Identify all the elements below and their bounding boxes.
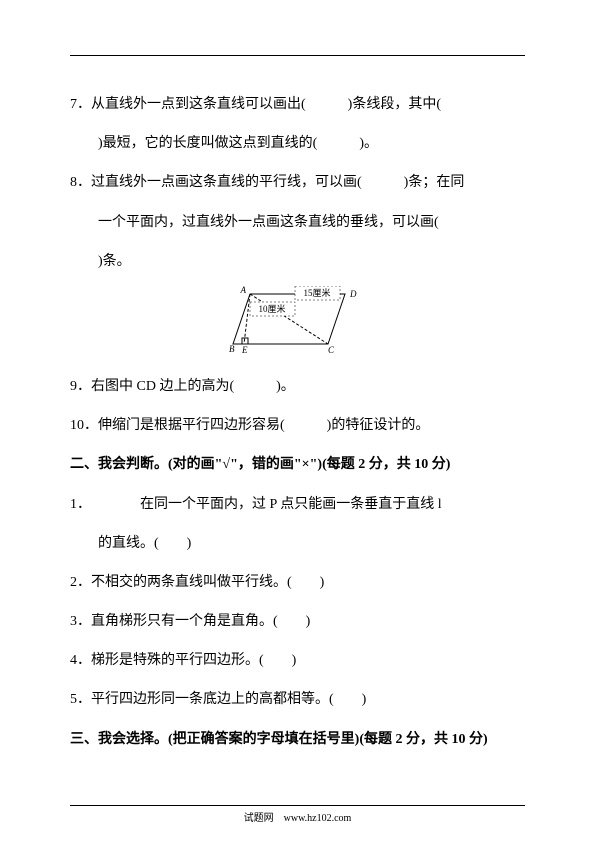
q7-line2: )最短，它的长度叫做这点到直线的( )。 (70, 124, 525, 163)
q7-line1: 7．从直线外一点到这条直线可以画出( )条线段，其中( (70, 85, 525, 124)
q8-line3: )条。 (70, 242, 525, 281)
s2-q5: 5．平行四边形同一条底边上的高都相等。( ) (70, 680, 525, 719)
label-A: A (240, 286, 247, 295)
label-AD-length: 15厘米 (303, 287, 330, 298)
parallelogram-figure: A D B C E 15厘米 10厘米 (70, 286, 525, 362)
label-C: C (328, 345, 335, 355)
s2-q1-line1: 1． 在同一个平面内，过 P 点只能画一条垂直于直线 l (70, 485, 525, 524)
top-rule (70, 55, 525, 56)
section2-title: 二、我会判断。(对的画"√"，错的画"×")(每题 2 分，共 10 分) (70, 445, 525, 484)
label-B: B (229, 344, 235, 354)
document-body: 7．从直线外一点到这条直线可以画出( )条线段，其中( )最短，它的长度叫做这点… (70, 85, 525, 759)
q8-line1: 8．过直线外一点画这条直线的平行线，可以画( )条；在同 (70, 163, 525, 202)
s2-q3: 3．直角梯形只有一个角是直角。( ) (70, 602, 525, 641)
s2-q1-line2: 的直线。( ) (70, 524, 525, 563)
label-D: D (349, 289, 357, 299)
q9: 9．右图中 CD 边上的高为( )。 (70, 367, 525, 406)
label-height: 10厘米 (258, 303, 285, 314)
s2-q2: 2．不相交的两条直线叫做平行线。( ) (70, 563, 525, 602)
label-E: E (241, 345, 248, 355)
q10: 10．伸缩门是根据平行四边形容易( )的特征设计的。 (70, 406, 525, 445)
footer-text: 试题网 www.hz102.com (0, 809, 595, 824)
s2-q4: 4．梯形是特殊的平行四边形。( ) (70, 641, 525, 680)
section3-title: 三、我会选择。(把正确答案的字母填在括号里)(每题 2 分，共 10 分) (70, 720, 525, 759)
bottom-rule (70, 805, 525, 806)
q8-line2: 一个平面内，过直线外一点画这条直线的垂线，可以画( (70, 203, 525, 242)
